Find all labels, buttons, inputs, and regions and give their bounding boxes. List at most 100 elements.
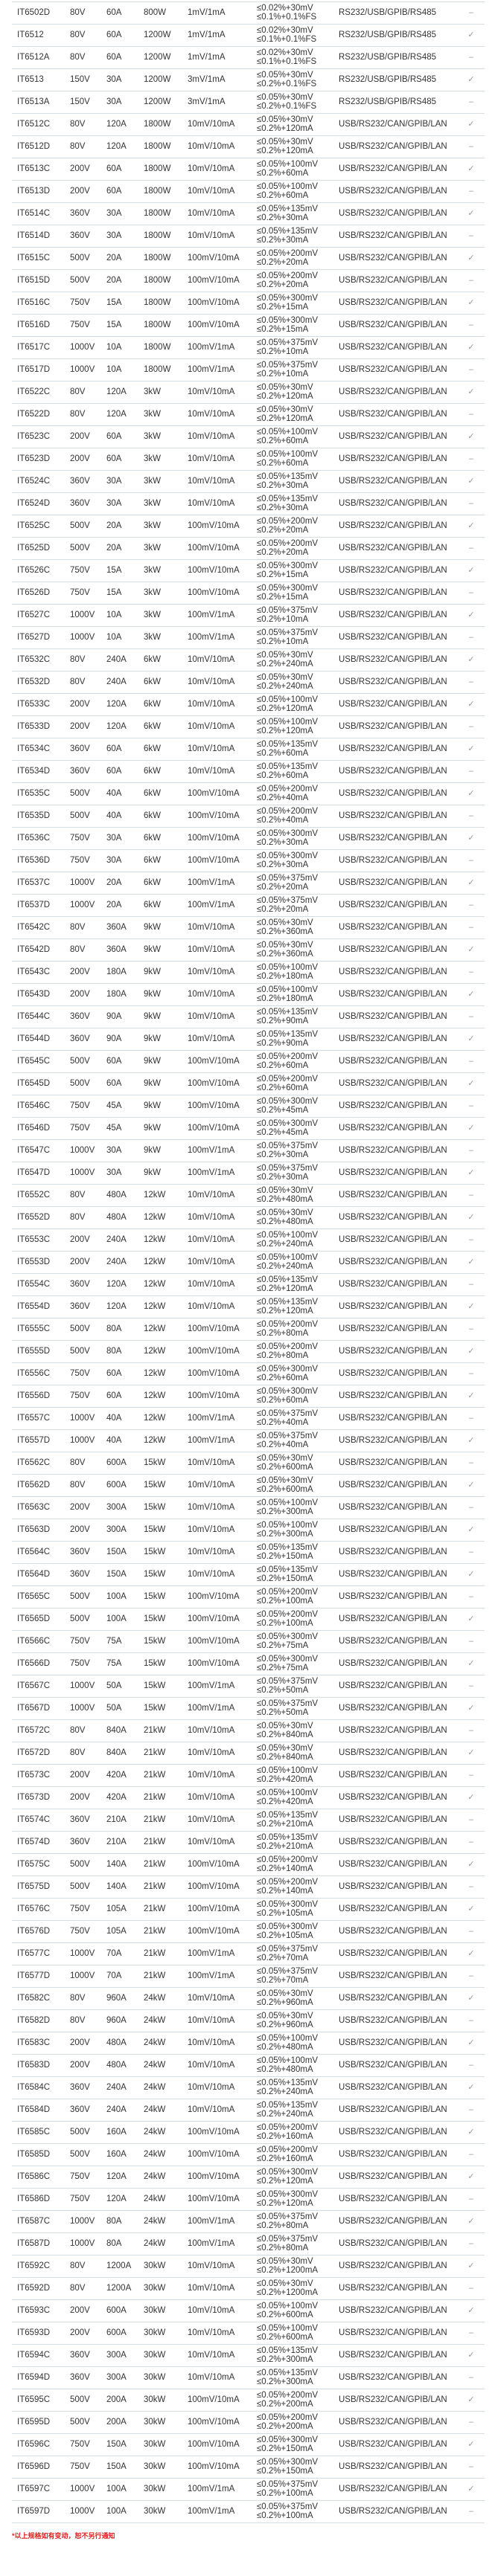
check-icon: ✓ [467, 834, 475, 843]
power-cell: 30kW [144, 2306, 166, 2315]
table-row: IT6526D 750V 15A 3kW 100mV/10mA ≤0.05%+300mV ≤… [12, 582, 485, 605]
voltage-cell: 500V [70, 1614, 90, 1623]
current-cell: 60A [106, 164, 122, 173]
accuracy-cell: ≤0.05%+100mV ≤0.2%+480mA [257, 2034, 318, 2055]
voltage-accuracy: ≤0.02%+30mV [257, 26, 313, 35]
accuracy-cell: ≤0.05%+200mV ≤0.2%+200mA [257, 2391, 318, 2412]
interface-cell: USB/RS232/CAN/GPIB/LAN [339, 477, 447, 486]
voltage-accuracy: ≤0.05%+30mV [257, 2012, 313, 2020]
power-cell: 3kW [144, 611, 161, 619]
interface-cell: RS232/USB/GPIB/RS485 [339, 53, 437, 62]
voltage-cell: 750V [70, 2440, 90, 2449]
power-cell: 6kW [144, 767, 161, 776]
dash-icon: – [468, 8, 474, 17]
dash-icon: – [468, 1369, 474, 1378]
power-cell: 12kW [144, 1213, 166, 1222]
current-accuracy: ≤0.2%+10mA [257, 347, 309, 356]
interface-cell: USB/RS232/CAN/GPIB/LAN [339, 2462, 447, 2471]
current-cell: 120A [106, 722, 127, 731]
current-cell: 120A [106, 700, 127, 709]
model-cell: IT6525C [17, 521, 51, 530]
resolution-cell: 100mV/10mA [188, 2395, 240, 2404]
current-cell: 80A [106, 2217, 122, 2226]
table-row: IT6587D 1000V 80A 24kW 100mV/1mA ≤0.05%+375mV… [12, 2233, 485, 2255]
current-accuracy: ≤0.2%+150mA [257, 2444, 313, 2453]
interface-cell: USB/RS232/CAN/GPIB/LAN [339, 2395, 447, 2404]
resolution-cell: 10mV/10mA [188, 2261, 235, 2270]
interface-cell: USB/RS232/CAN/GPIB/LAN [339, 1771, 447, 1780]
dash-icon: – [468, 187, 474, 196]
voltage-accuracy: ≤0.05%+135mV [257, 472, 319, 481]
current-accuracy: ≤0.2%+15mA [257, 325, 309, 334]
resolution-cell: 100mV/10mA [188, 1369, 240, 1378]
resolution-cell: 10mV/10mA [188, 1458, 235, 1467]
power-cell: 9kW [144, 1146, 161, 1155]
voltage-accuracy: ≤0.05%+135mV [257, 2346, 319, 2355]
voltage-accuracy: ≤0.05%+30mV [257, 918, 313, 927]
current-accuracy: ≤0.2%+240mA [257, 1240, 313, 1249]
power-cell: 9kW [144, 1124, 161, 1133]
accuracy-cell: ≤0.05%+375mV ≤0.2%+30mA [257, 1142, 318, 1163]
dash-icon: – [468, 2373, 474, 2382]
voltage-cell: 1000V [70, 611, 95, 619]
current-accuracy: ≤0.2%+960mA [257, 1998, 313, 2007]
check-icon: ✓ [467, 878, 475, 887]
current-accuracy: ≤0.2%+480mA [257, 2043, 313, 2052]
interface-cell: USB/RS232/CAN/GPIB/LAN [339, 1637, 447, 1646]
voltage-cell: 200V [70, 700, 90, 709]
current-cell: 100A [106, 1614, 127, 1623]
accuracy-cell: ≤0.05%+375mV ≤0.2%+40mA [257, 1409, 318, 1431]
resolution-cell: 10mV/10mA [188, 454, 235, 463]
table-row: IT6563C 200V 300A 15kW 10mV/10mA ≤0.05%+100mV… [12, 1497, 485, 1519]
power-cell: 9kW [144, 1079, 161, 1088]
accuracy-cell: ≤0.05%+100mV ≤0.2%+60mA [257, 160, 318, 181]
interface-cell: USB/RS232/CAN/GPIB/LAN [339, 789, 447, 798]
interface-cell: USB/RS232/CAN/GPIB/LAN [339, 1369, 447, 1378]
power-cell: 24kW [144, 2239, 166, 2248]
accuracy-cell: ≤0.05%+30mV ≤0.2%+840mA [257, 1744, 313, 1765]
voltage-cell: 750V [70, 566, 90, 575]
check-icon: ✓ [467, 1168, 475, 1177]
current-cell: 30A [106, 209, 122, 218]
check-icon: ✓ [467, 789, 475, 798]
voltage-cell: 1000V [70, 1414, 95, 1423]
dash-icon: – [468, 2507, 474, 2516]
current-cell: 30A [106, 97, 122, 106]
model-cell: IT6534D [17, 767, 51, 776]
interface-cell: USB/RS232/CAN/GPIB/LAN [339, 2507, 447, 2516]
voltage-accuracy: ≤0.05%+30mV [257, 651, 313, 660]
power-cell: 21kW [144, 1748, 166, 1757]
interface-cell: USB/RS232/CAN/GPIB/LAN [339, 1191, 447, 1200]
resolution-cell: 100mV/10mA [188, 2172, 240, 2181]
interface-cell: USB/RS232/CAN/GPIB/LAN [339, 1012, 447, 1021]
table-row: IT6525D 500V 20A 3kW 100mV/10mA ≤0.05%+200mV ≤… [12, 538, 485, 560]
voltage-cell: 200V [70, 187, 90, 196]
power-cell: 1200W [144, 30, 171, 39]
voltage-accuracy: ≤0.05%+375mV [257, 874, 319, 883]
voltage-accuracy: ≤0.05%+375mV [257, 2212, 319, 2221]
model-cell: IT6597D [17, 2507, 51, 2516]
table-row: IT6546C 750V 45A 9kW 100mV/10mA ≤0.05%+300mV ≤… [12, 1095, 485, 1118]
voltage-accuracy: ≤0.05%+100mV [257, 428, 319, 437]
voltage-accuracy: ≤0.05%+375mV [257, 628, 319, 637]
check-icon: ✓ [467, 30, 475, 39]
voltage-cell: 500V [70, 1324, 90, 1333]
table-row: IT6576C 750V 105A 21kW 100mV/10mA ≤0.05%+300m… [12, 1899, 485, 1921]
resolution-cell: 100mV/1mA [188, 901, 235, 909]
current-accuracy: ≤0.2%+420mA [257, 1775, 313, 1784]
current-accuracy: ≤0.2%+70mA [257, 1954, 309, 1962]
power-cell: 3kW [144, 477, 161, 486]
voltage-cell: 750V [70, 1101, 90, 1110]
model-cell: IT6513 [17, 75, 44, 84]
current-cell: 420A [106, 1771, 127, 1780]
model-cell: IT6566C [17, 1637, 51, 1646]
current-accuracy: ≤0.2%+60mA [257, 1083, 309, 1092]
voltage-cell: 200V [70, 1771, 90, 1780]
current-accuracy: ≤0.2%+300mA [257, 1507, 313, 1516]
dash-icon: – [468, 1771, 474, 1780]
interface-cell: USB/RS232/CAN/GPIB/LAN [339, 2217, 447, 2226]
current-accuracy: ≤0.2%+300mA [257, 1530, 313, 1539]
accuracy-cell: ≤0.05%+100mV ≤0.2%+180mA [257, 985, 318, 1007]
model-cell: IT6586D [17, 2195, 51, 2203]
interface-cell: USB/RS232/CAN/GPIB/LAN [339, 878, 447, 887]
